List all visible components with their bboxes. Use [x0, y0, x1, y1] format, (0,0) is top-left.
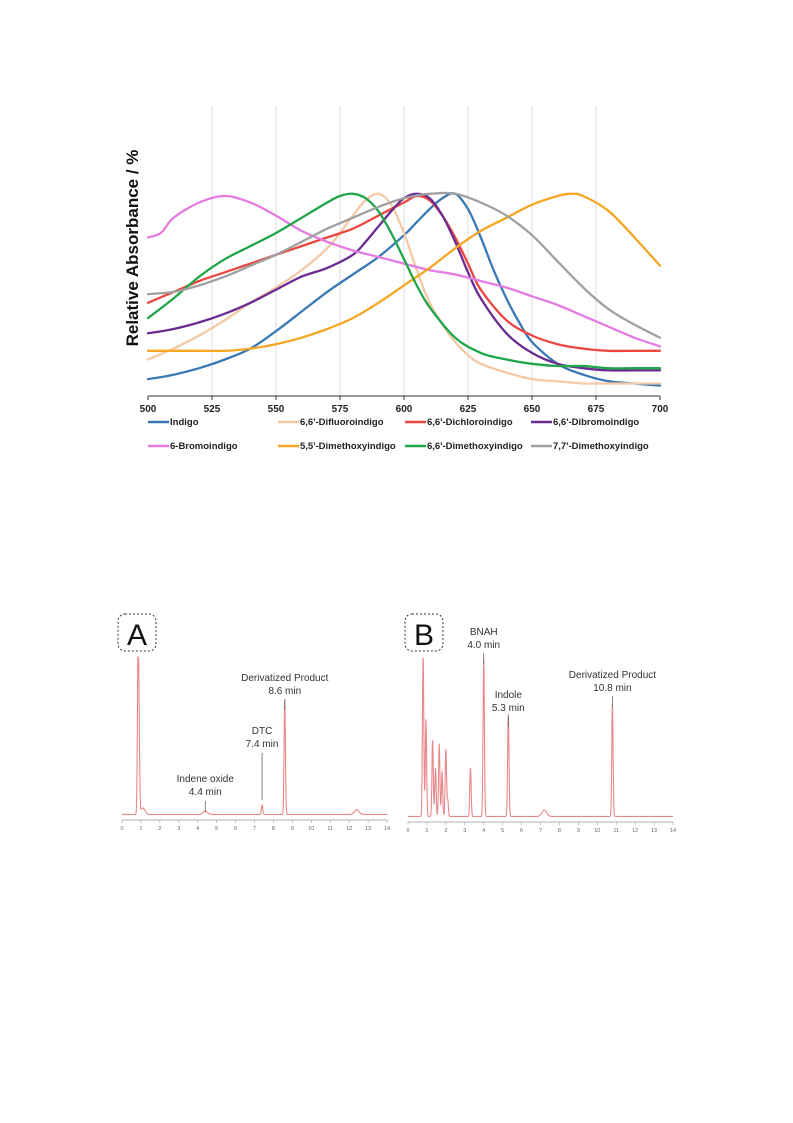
legend: Indigo 6,6'-Difluoroindigo 6,6'-Dichloroin…: [148, 417, 649, 452]
x-tick-label: 6: [520, 828, 523, 834]
x-tick-label: 9: [577, 828, 580, 834]
x-axis: 0 1 2 3 4 5 6 7 8 9 10 11 12 13 14: [120, 819, 390, 832]
x-tick-label: 7: [539, 828, 542, 834]
x-tick-label: 3: [463, 828, 466, 834]
legend-label: 6,6'-Difluoroindigo: [300, 417, 384, 428]
panel-label-box: [117, 613, 157, 652]
panel-label-box: [404, 613, 444, 652]
grid-lines: [211, 106, 597, 396]
x-tick-label: 0: [406, 828, 409, 834]
x-tick-label: 1: [139, 826, 142, 832]
y-axis-label: Relative Absorbance / %: [123, 150, 142, 347]
annotation-time: 4.0 min: [467, 640, 500, 651]
peak-annotation: Derivatized Product 10.8 min: [569, 670, 656, 707]
x-axis: 0 1 2 3 4 5 6 7 8 9 10 11 12 13 14: [406, 821, 676, 834]
series-line: [146, 192, 662, 372]
x-tick-label: 600: [396, 404, 413, 415]
series-line: [146, 194, 662, 353]
x-tick-label: 11: [327, 826, 333, 832]
x-tick-label: 2: [444, 828, 447, 834]
x-tick-label: 10: [594, 828, 600, 834]
annotation-name: Indene oxide: [177, 774, 235, 785]
peak-annotation: Indene oxide 4.4 min: [177, 774, 235, 812]
x-tick-label: 625: [460, 404, 477, 415]
annotation-name: Derivatized Product: [569, 670, 656, 681]
x-tick-label: 4: [196, 826, 199, 832]
annotation-time: 8.6 min: [268, 686, 301, 697]
peak-annotation: DTC 7.4 min: [246, 726, 279, 800]
chromatogram-trace: [121, 656, 388, 815]
x-tick-label: 650: [524, 404, 541, 415]
x-tick-label: 700: [652, 404, 669, 415]
x-tick-label: 12: [346, 826, 352, 832]
series-line: [146, 191, 662, 339]
legend-label: 6,6'-Dimethoxyindigo: [427, 441, 523, 452]
x-tick-label: 675: [588, 404, 605, 415]
peak-annotation: Indole 5.3 min: [492, 690, 525, 727]
x-tick-label: 550: [268, 404, 285, 415]
absorbance-chart: 500 525 550 575 600 625 650 675 700 Relative Abs…: [123, 106, 669, 452]
x-tick-label: 500: [140, 404, 157, 415]
x-tick-label: 8: [558, 828, 561, 834]
x-tick-label: 7: [253, 826, 256, 832]
x-tick-label: 3: [177, 826, 180, 832]
series-lines: [146, 191, 662, 387]
x-tick-label: 1: [425, 828, 428, 834]
x-tick-labels: 500 525 550 575 600 625 650 675 700: [140, 396, 669, 415]
x-tick-label: 525: [204, 404, 221, 415]
x-tick-label: 0: [120, 826, 123, 832]
legend-label: 7,7'-Dimethoxyindigo: [553, 441, 649, 452]
x-tick-label: 8: [272, 826, 275, 832]
x-tick-label: 10: [308, 826, 314, 832]
chromatogram-trace: [407, 657, 674, 817]
x-tick-label: 12: [632, 828, 638, 834]
series-line: [146, 192, 662, 370]
x-tick-label: 14: [670, 828, 676, 834]
legend-label: 5,5'-Dimethoxyindigo: [300, 441, 396, 452]
x-tick-label: 11: [613, 828, 619, 834]
series-line: [146, 192, 662, 353]
legend-label: 6-Bromoindigo: [170, 441, 238, 452]
legend-label: 6,6'-Dibromoindigo: [553, 417, 639, 428]
annotation-name: DTC: [252, 726, 273, 737]
x-tick-label: 2: [158, 826, 161, 832]
annotation-time: 10.8 min: [593, 683, 631, 694]
x-tick-label: 9: [291, 826, 294, 832]
x-tick-label: 5: [501, 828, 504, 834]
x-tick-label: 13: [365, 826, 371, 832]
peak-annotation: Derivatized Product 8.6 min: [241, 673, 329, 710]
x-tick-label: 575: [332, 404, 349, 415]
annotation-time: 7.4 min: [246, 739, 279, 750]
x-tick-label: 5: [215, 826, 218, 832]
panel-label: B: [414, 619, 434, 652]
x-tick-label: 6: [234, 826, 237, 832]
annotation-name: Derivatized Product: [241, 673, 328, 684]
legend-label: Indigo: [170, 417, 199, 428]
annotation-time: 4.4 min: [189, 787, 222, 798]
panel-label: A: [127, 619, 147, 652]
x-tick-label: 4: [482, 828, 485, 834]
x-tick-label: 13: [651, 828, 657, 834]
annotation-name: Indole: [495, 690, 523, 701]
series-line: [146, 194, 662, 348]
legend-label: 6,6'-Dichloroindigo: [427, 417, 513, 428]
annotation-name: BNAH: [470, 627, 498, 638]
peak-annotation: BNAH 4.0 min: [467, 627, 500, 664]
x-tick-label: 14: [384, 826, 390, 832]
annotation-time: 5.3 min: [492, 703, 525, 714]
